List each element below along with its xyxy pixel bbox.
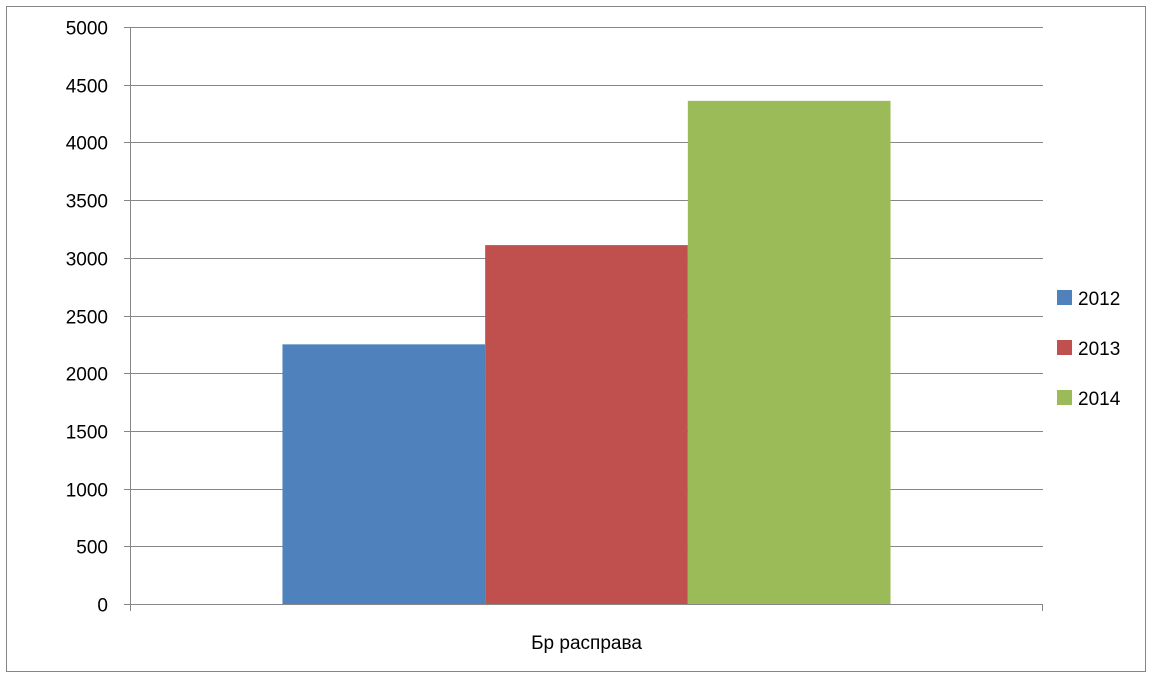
y-tick-label: 2500 <box>66 308 108 329</box>
y-tick-label: 3500 <box>66 192 108 213</box>
y-tick-label: 500 <box>76 538 108 559</box>
axes: 0 500 1000 1500 2000 2500 3000 3500 4000 4500 5000… <box>66 19 1043 654</box>
legend: 2012 2013 2014 <box>1057 289 1121 410</box>
y-tick-label: 0 <box>97 596 108 617</box>
bar-2014 <box>687 100 891 604</box>
gridlines <box>130 27 1043 547</box>
legend-label: 2014 <box>1078 389 1121 410</box>
y-tick-label: 1000 <box>66 481 108 502</box>
y-tick-label: 1500 <box>66 423 108 444</box>
y-tick-label: 4500 <box>66 77 108 98</box>
y-tick-label: 3000 <box>66 250 108 271</box>
legend-swatch-2014 <box>1057 390 1072 405</box>
x-category-label: Бр расправа <box>531 633 642 654</box>
legend-swatch-2012 <box>1057 290 1072 305</box>
legend-label: 2013 <box>1078 339 1120 360</box>
y-tick-label: 4000 <box>66 134 108 155</box>
legend-label: 2012 <box>1078 289 1120 310</box>
y-tick-label: 5000 <box>66 19 108 40</box>
bars <box>282 100 891 604</box>
y-tick-label: 2000 <box>66 365 108 386</box>
bar-2012 <box>282 344 486 604</box>
legend-swatch-2013 <box>1057 340 1072 355</box>
bar-2013 <box>485 245 688 604</box>
